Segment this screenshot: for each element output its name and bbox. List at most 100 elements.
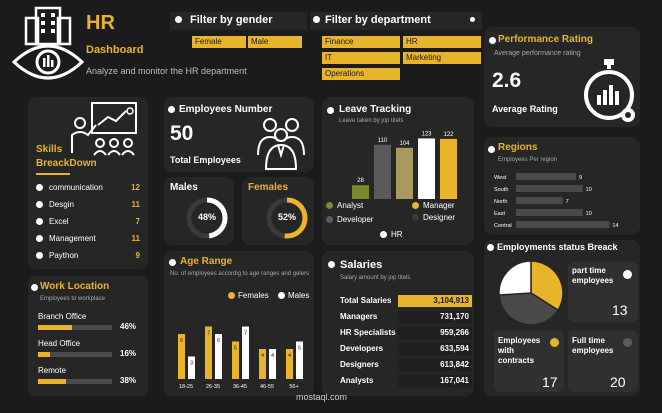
region-value: 7 (566, 199, 569, 205)
age-bar (188, 356, 195, 379)
males-donut-arc (186, 197, 228, 239)
department-option-operations[interactable]: Operations (322, 68, 400, 80)
age-bar (205, 326, 212, 379)
age-bar (259, 349, 266, 379)
part-time-label: part time employees (572, 266, 614, 285)
leave-bar-label: 104 (399, 141, 410, 147)
leave-legend-manager: Manager (412, 201, 455, 210)
males-card: Males 48% (164, 177, 234, 245)
work-location-title: Work Location (40, 281, 110, 292)
leave-bar (418, 138, 435, 199)
presentation-icon (71, 102, 137, 156)
department-option-marketing[interactable]: Marketing (403, 52, 481, 64)
work-location-bar (38, 379, 67, 384)
age-bar-label: 6 (180, 338, 183, 344)
work-location-label: Branch Office (38, 312, 87, 321)
age-bar (178, 334, 185, 379)
department-option-it[interactable]: IT (322, 52, 400, 64)
salary-value: 959,266 (398, 327, 472, 339)
regions-card: Regions Employees Per region West 9 South 1… (484, 137, 640, 235)
salary-label: HR Specialists (340, 328, 396, 337)
males-title: Males (170, 182, 198, 193)
department-option-hr[interactable]: HR (403, 36, 481, 48)
region-value: 9 (579, 175, 582, 181)
females-donut-arc (266, 197, 308, 239)
leave-bar (374, 144, 391, 199)
females-title: Females (248, 182, 289, 193)
department-filter-title: Filter by department (325, 14, 431, 26)
skill-label: Management (49, 234, 96, 243)
work-location-track (38, 325, 112, 330)
age-tick-label: 46-55 (260, 384, 274, 390)
age-tick-label: 56+ (289, 384, 298, 390)
people-group-icon (257, 118, 305, 170)
status-card: Employments status Breack part time empl… (484, 240, 640, 396)
leave-bar-label: 123 (421, 131, 432, 137)
age-legend-males: Males (278, 291, 309, 300)
performance-dot (489, 37, 496, 44)
app-title: HR (86, 12, 115, 34)
employees-value: 50 (170, 122, 194, 145)
skill-bullet (36, 201, 43, 208)
skills-title: Skills (36, 144, 63, 155)
department-filter-handle-dot[interactable] (470, 17, 475, 22)
age-bar-label: 4 (261, 353, 264, 359)
status-title: Employments status Breack (497, 242, 618, 252)
legend-label: HR (391, 230, 403, 239)
age-bar-chart: 6 3 18-25 7 6 26-35 5 7 36-45 4 4 46-55 4 5 56+ (178, 326, 303, 390)
salary-label: Managers (340, 312, 378, 321)
skill-bullet (36, 218, 43, 225)
legend-label: Males (288, 291, 310, 300)
age-legend-females: Females (228, 291, 269, 300)
full-time-label: Full time employees (572, 336, 614, 355)
salary-value: 633,594 (398, 343, 472, 355)
leave-legend-designer: Designer (412, 213, 455, 222)
performance-subtitle: Average performance rating (494, 50, 581, 57)
legend-swatch (326, 216, 333, 223)
age-bar (215, 334, 222, 379)
work-location-pct: 46% (120, 322, 137, 331)
region-label: East (494, 211, 505, 217)
hr-eye-building-logo (12, 6, 84, 80)
gender-filter-title: Filter by gender (190, 14, 273, 26)
skills-card: Skills BreackDown communication 12 Desgin… (28, 97, 148, 269)
leave-bar-label: 28 (357, 178, 364, 184)
status-pie-chart (498, 260, 564, 326)
age-bar-label: 5 (298, 346, 301, 352)
skill-value: 11 (131, 234, 140, 243)
skill-label: communication (49, 183, 103, 192)
region-bar (516, 185, 583, 192)
full-time-swatch (623, 338, 632, 347)
salary-label: Total Salaries (340, 296, 392, 305)
app-description: Analyze and monitor the HR department (86, 66, 247, 76)
region-value: 14 (612, 223, 618, 229)
age-title: Age Range (180, 256, 233, 267)
skills-divider (36, 173, 70, 175)
department-option-finance[interactable]: Finance (322, 36, 400, 48)
legend-label: Analyst (337, 201, 364, 210)
age-bar-label: 4 (288, 353, 291, 359)
region-value: 10 (586, 211, 592, 217)
salaries-title: Salaries (340, 259, 383, 271)
region-label: South (494, 187, 508, 193)
work-location-label: Head Office (38, 339, 81, 348)
leave-legend-hr: HR (380, 230, 403, 239)
skill-bullet (36, 184, 43, 191)
full-time-panel: Full time employees 20 (568, 330, 638, 392)
regions-dot (488, 146, 495, 153)
work-location-subtitle: Employees to workplace (40, 296, 106, 302)
employees-title: Employees Number (179, 104, 273, 115)
leave-bar (352, 185, 369, 199)
pie-slice (498, 260, 532, 296)
stopwatch-icon (584, 59, 635, 122)
full-time-value: 20 (610, 374, 626, 390)
region-bar (516, 173, 576, 180)
work-location-pct: 16% (120, 349, 137, 358)
region-bar (516, 197, 563, 204)
males-donut (186, 197, 228, 239)
leave-bar-label: 110 (378, 138, 388, 144)
legend-label: Females (238, 291, 269, 300)
skill-row: communication 12 (36, 183, 140, 192)
gender-option-male[interactable]: Male (248, 36, 302, 48)
gender-option-female[interactable]: Female (192, 36, 246, 48)
